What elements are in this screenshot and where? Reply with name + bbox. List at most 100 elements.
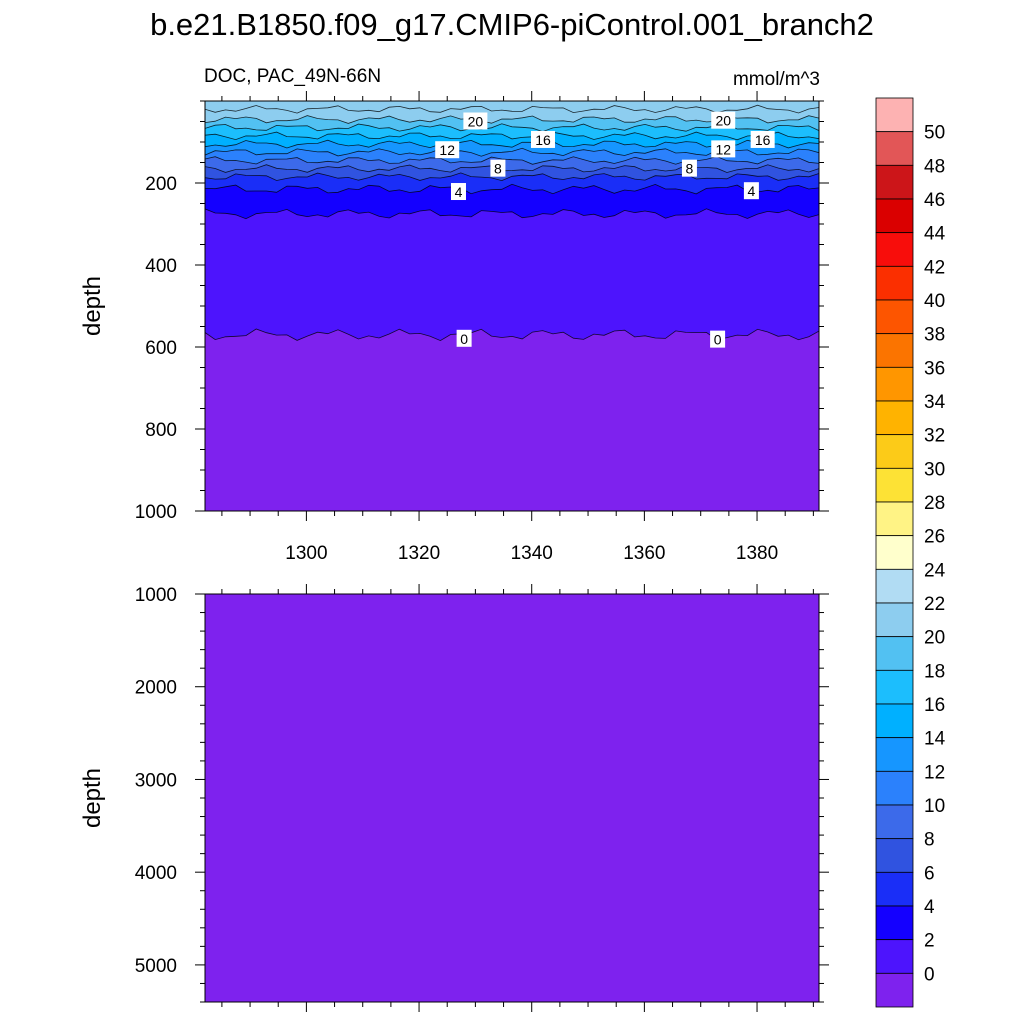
- contour-line-4: [205, 183, 819, 195]
- colorbar-label: 50: [924, 123, 945, 144]
- colorbar-label: 2: [924, 931, 935, 952]
- contour-label-box: [750, 130, 775, 148]
- colorbar-swatch: [875, 804, 914, 840]
- colorbar-swatch: [875, 467, 914, 503]
- contour-label-text: 12: [715, 141, 731, 157]
- colorbar-swatch: [875, 97, 914, 133]
- colorbar-label: 0: [924, 964, 935, 985]
- contour-label-box: [530, 130, 555, 148]
- colorbar-swatch: [875, 164, 914, 200]
- contour-label: 0: [456, 329, 472, 347]
- contour-line-8: [205, 164, 819, 173]
- contour-label-box: [711, 111, 736, 129]
- contour-label-text: 0: [460, 331, 468, 347]
- contour-label: 0: [710, 330, 726, 348]
- contour-label: 4: [743, 182, 759, 200]
- colorbar-swatch: [875, 871, 914, 907]
- chart-title: b.e21.B1850.f09_g17.CMIP6-piControl.001_…: [150, 7, 874, 42]
- colorbar-label: 4: [924, 897, 935, 918]
- colorbar-label: 18: [924, 661, 945, 682]
- colorbar-label: 6: [924, 863, 935, 884]
- upper-contour-labels: 20 20 16 16 12 12 8 8 4 4 0 0: [435, 111, 775, 348]
- colorbar-swatch: [875, 568, 914, 604]
- lower-band-fill: [205, 594, 819, 1002]
- contour-label: 12: [435, 141, 460, 159]
- contour-label: 20: [463, 112, 488, 130]
- colorbar-label: 26: [924, 527, 945, 548]
- band-level-0: [205, 329, 819, 511]
- contour-label-text: 4: [455, 184, 463, 200]
- colorbar-label: 14: [924, 729, 946, 750]
- colorbar-label: 46: [924, 190, 945, 211]
- colorbar-label: 36: [924, 358, 945, 379]
- contour-label-box: [681, 159, 697, 177]
- contour-label-text: 12: [439, 142, 455, 158]
- contour-label: 8: [681, 159, 697, 177]
- colorbar-swatch: [875, 703, 914, 739]
- contour-line-6: [205, 172, 819, 182]
- x-tick-label: 1360: [623, 543, 665, 564]
- colorbar-swatch: [875, 535, 914, 570]
- y-tick-label: 3000: [135, 770, 177, 791]
- colorbar-swatch: [875, 602, 914, 638]
- colorbar-swatch: [875, 131, 914, 166]
- colorbar-swatch: [875, 434, 914, 469]
- contour-label-text: 0: [714, 332, 722, 348]
- y-tick-label: 4000: [135, 863, 177, 884]
- contour-label-box: [435, 141, 460, 159]
- lower-y-axis-label: depth: [79, 768, 106, 828]
- x-tick-label: 1380: [736, 543, 778, 564]
- y-tick-label: 400: [145, 256, 177, 277]
- contour-label-text: 16: [535, 132, 551, 148]
- colorbar-swatch: [875, 366, 914, 402]
- contour-label-text: 8: [686, 161, 694, 177]
- left-subtitle: DOC, PAC_49N-66N: [204, 66, 381, 87]
- colorbar-label: 20: [924, 628, 945, 649]
- colorbar-swatch: [875, 939, 914, 974]
- colorbar-swatch: [875, 501, 914, 537]
- colorbar: 5048464442403836343230282624222018161412…: [875, 97, 946, 1008]
- contour-line-16: [205, 131, 819, 141]
- contour-line-2: [205, 208, 819, 220]
- units-subtitle: mmol/m^3: [733, 69, 820, 90]
- colorbar-swatch: [875, 972, 914, 1008]
- contour-label-box: [743, 182, 759, 200]
- colorbar-swatch: [875, 198, 914, 234]
- contour-label-text: 20: [468, 114, 484, 130]
- lower-panel: 1000 2000 3000 4000 5000 depth: [79, 584, 829, 1012]
- contour-label: 16: [750, 130, 775, 148]
- colorbar-label: 32: [924, 426, 945, 447]
- colorbar-swatch: [875, 905, 914, 941]
- y-tick-label: 2000: [135, 678, 177, 699]
- contour-label: 12: [711, 140, 736, 158]
- contour-label: 8: [490, 159, 506, 177]
- colorbar-swatch: [875, 400, 914, 436]
- colorbar-label: 16: [924, 695, 945, 716]
- colorbar-label: 34: [924, 392, 946, 413]
- upper-contour-fill: [205, 101, 819, 511]
- colorbar-swatch: [875, 265, 914, 301]
- contour-label: 16: [530, 130, 555, 148]
- colorbar-swatch: [875, 669, 914, 705]
- contour-label-box: [463, 112, 488, 130]
- colorbar-label: 42: [924, 257, 945, 278]
- upper-y-axis-label: depth: [79, 276, 106, 336]
- colorbar-swatch: [875, 838, 914, 873]
- x-tick-label: 1320: [398, 543, 440, 564]
- contour-label-box: [711, 140, 736, 158]
- colorbar-label: 38: [924, 325, 945, 346]
- contour-label-box: [490, 159, 506, 177]
- colorbar-label: 44: [924, 224, 946, 245]
- colorbar-swatch: [875, 636, 914, 671]
- contour-label-text: 20: [715, 113, 731, 129]
- colorbar-label: 40: [924, 291, 945, 312]
- colorbar-swatch: [875, 299, 914, 335]
- y-tick-label: 800: [145, 420, 177, 441]
- colorbar-swatch: [875, 737, 914, 772]
- colorbar-label: 12: [924, 762, 945, 783]
- contour-label-text: 8: [494, 161, 502, 177]
- colorbar-label: 24: [924, 560, 946, 581]
